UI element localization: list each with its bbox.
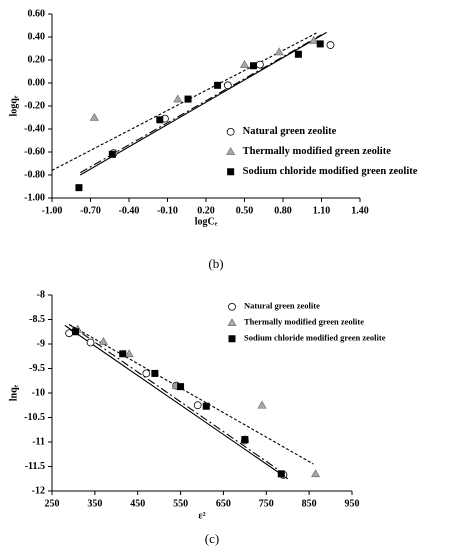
marker-square	[241, 436, 249, 444]
fit-line	[79, 34, 322, 174]
marker-circle	[65, 329, 74, 338]
x-tick-label: 1.40	[351, 205, 369, 216]
x-tick-label: 950	[345, 498, 360, 509]
y-tick-label: -8.5	[29, 314, 45, 325]
marker-square	[184, 95, 192, 103]
marker-square	[316, 40, 324, 48]
legend-marker	[228, 302, 236, 311]
x-tick-label: 0.80	[274, 205, 292, 216]
marker-square	[249, 62, 257, 70]
x-tick-label: 450	[130, 498, 145, 509]
marker-triangle	[98, 336, 108, 345]
x-tick-label: 1.10	[313, 205, 331, 216]
x-tick-label: -0.70	[80, 205, 101, 216]
marker-circle	[142, 369, 151, 378]
y-tick-label: -9	[37, 338, 45, 349]
legend-marker	[226, 127, 235, 136]
y-tick-label: -0.80	[24, 169, 45, 180]
legend-label: Natural green zeolite	[244, 301, 320, 311]
y-axis-label: lnqₑ	[8, 384, 19, 401]
x-tick-label: 550	[173, 498, 188, 509]
legend-label: Natural green zeolite	[243, 126, 337, 137]
marker-square	[277, 470, 285, 478]
x-tick-label: 750	[259, 498, 274, 509]
fit-line	[68, 323, 289, 477]
marker-square	[214, 81, 222, 89]
x-axis-label: ε²	[198, 510, 205, 521]
x-tick-label: 650	[216, 498, 231, 509]
y-tick-label: -11	[32, 436, 45, 447]
y-tick-label: -10	[32, 387, 45, 398]
x-tick-label: 250	[45, 498, 60, 509]
marker-triangle	[311, 469, 321, 478]
legend-label: Sodium chloride modified green zeolite	[244, 333, 386, 343]
legend-label: Thermally modified green zeolite	[244, 317, 364, 327]
marker-triangle	[173, 94, 183, 103]
marker-square	[151, 369, 159, 377]
marker-circle	[193, 401, 202, 410]
y-tick-label: -11.5	[25, 461, 45, 472]
y-tick-label: -0.60	[24, 146, 45, 157]
marker-triangle	[124, 349, 134, 358]
marker-triangle	[274, 47, 284, 56]
x-tick-label: 0.20	[197, 205, 215, 216]
x-tick-label: 0.50	[236, 205, 254, 216]
marker-square	[75, 184, 83, 192]
y-tick-label: -0.20	[24, 100, 45, 111]
marker-triangle	[309, 35, 319, 44]
y-axis-label: logqₑ	[8, 95, 19, 116]
fit-line	[79, 31, 327, 176]
marker-circle	[223, 81, 232, 90]
y-tick-label: -9.5	[29, 363, 45, 374]
panel-label: (b)	[208, 256, 223, 271]
x-tick-label: -0.10	[157, 205, 178, 216]
marker-square	[156, 116, 164, 124]
legend-marker	[227, 318, 237, 327]
y-tick-label: -12	[32, 485, 45, 496]
fit-line	[64, 324, 289, 480]
marker-square	[294, 50, 302, 58]
marker-square	[108, 150, 116, 158]
panel-label: (c)	[205, 531, 219, 546]
x-tick-label: -0.40	[119, 205, 140, 216]
x-tick-label: 350	[87, 498, 102, 509]
legend-label: Thermally modified green zeolite	[243, 146, 392, 157]
marker-circle	[326, 41, 335, 49]
y-tick-label: -10.5	[24, 412, 45, 423]
marker-square	[119, 350, 127, 358]
fit-line	[68, 323, 314, 465]
marker-circle	[86, 338, 95, 347]
marker-triangle	[89, 112, 99, 121]
x-tick-label: 850	[302, 498, 317, 509]
marker-square	[72, 328, 80, 336]
marker-square	[177, 383, 185, 391]
marker-triangle	[239, 59, 250, 68]
legend-marker	[227, 168, 235, 176]
marker-triangle	[257, 400, 267, 409]
legend-marker	[226, 147, 236, 156]
y-tick-label: 0.20	[28, 54, 46, 65]
y-tick-label: -1.00	[24, 192, 45, 203]
marker-square	[202, 402, 210, 410]
y-tick-label: -0.40	[24, 123, 45, 134]
y-tick-label: 0.40	[28, 31, 46, 42]
y-tick-label: 0.60	[28, 8, 46, 19]
legend-marker	[228, 335, 236, 343]
x-axis-label: logCₑ	[195, 216, 218, 227]
y-tick-label: -8	[37, 289, 45, 300]
x-tick-label: -1.00	[42, 205, 63, 216]
marker-circle	[255, 60, 264, 69]
legend-label: Sodium chloride modified green zeolite	[243, 166, 418, 177]
y-tick-label: 0.00	[28, 77, 46, 88]
